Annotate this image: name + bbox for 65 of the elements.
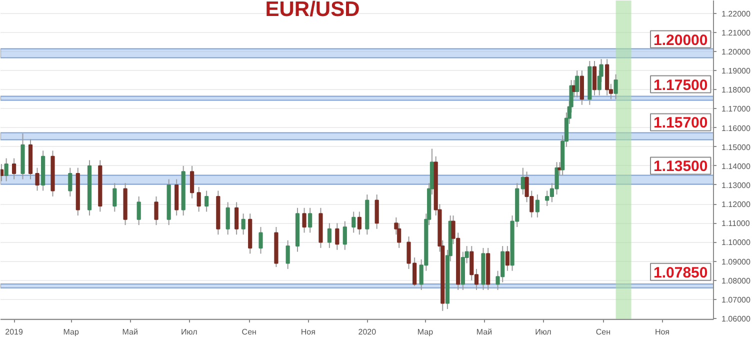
band-label: 1.20000 — [654, 32, 708, 49]
y-tick-label: 1.21000 — [722, 28, 751, 38]
x-tick-label: 2020 — [358, 328, 377, 336]
candlestick — [234, 202, 239, 236]
candlestick — [614, 74, 618, 100]
y-tick-label: 1.13000 — [722, 180, 751, 190]
x-tick-label: Мар — [63, 328, 80, 336]
y-tick-label: 1.08000 — [722, 276, 751, 286]
x-tick-label: Сен — [242, 328, 256, 336]
candlestick — [154, 196, 158, 226]
candlestick — [302, 207, 306, 234]
x-tick-label: Июл — [181, 328, 198, 336]
candlestick — [112, 182, 117, 212]
candlestick — [327, 222, 332, 248]
y-tick-label: 1.15000 — [722, 142, 751, 152]
band-label: 1.17500 — [654, 76, 708, 94]
candlestick — [190, 165, 194, 199]
candlestick — [505, 246, 510, 272]
candlestick — [4, 158, 8, 182]
candlestick — [136, 196, 141, 226]
candlestick — [35, 167, 40, 192]
y-tick-label: 1.12000 — [722, 200, 751, 210]
candlestick — [342, 220, 347, 250]
candlestick — [580, 70, 584, 106]
y-tick-label: 1.14000 — [722, 162, 751, 171]
candlestick — [196, 186, 201, 212]
candlestick — [0, 164, 4, 182]
y-tick-label: 1.18000 — [722, 86, 751, 95]
x-tick-label: Июл — [535, 328, 552, 336]
chart-title: EUR/USD — [265, 0, 360, 21]
band-label: 1.13500 — [654, 158, 708, 176]
candlestick — [286, 240, 290, 270]
y-tick-label: 1.09000 — [722, 257, 751, 266]
band-label: 1.15700 — [654, 114, 708, 132]
candlestick — [241, 213, 246, 236]
candlestick — [12, 158, 16, 180]
candlestick — [335, 222, 340, 250]
x-tick-label: Май — [476, 328, 492, 336]
y-tick-label: 1.06000 — [722, 314, 751, 324]
x-tick-label: 2019 — [5, 328, 24, 336]
candlestick — [575, 70, 580, 98]
candlestick — [308, 207, 312, 234]
y-tick-label: 1.17000 — [722, 104, 751, 114]
y-tick-label: 1.20000 — [722, 47, 751, 56]
x-tick-label: Ноя — [300, 328, 316, 336]
y-tick-label: 1.10000 — [722, 238, 751, 248]
candlestick — [226, 202, 230, 236]
band-label: 1.07850 — [654, 264, 708, 282]
candlestick — [352, 211, 356, 234]
candlestick — [535, 194, 540, 218]
candlestick — [258, 226, 263, 254]
x-tick-label: Мар — [417, 328, 434, 336]
candlestick — [374, 194, 379, 230]
candlestick — [357, 211, 362, 236]
x-tick-label: Ноя — [654, 328, 670, 336]
y-tick-label: 1.11000 — [722, 219, 750, 228]
y-tick-label: 1.07000 — [722, 295, 751, 304]
x-tick-label: Сен — [596, 328, 611, 336]
candlestick — [68, 167, 72, 197]
y-tick-label: 1.22000 — [722, 9, 751, 18]
candlestick — [204, 190, 209, 212]
y-tick-label: 1.19000 — [722, 66, 751, 76]
candlestick — [592, 60, 597, 96]
x-tick-label: Май — [122, 328, 138, 336]
y-tick-label: 1.16000 — [722, 124, 751, 133]
